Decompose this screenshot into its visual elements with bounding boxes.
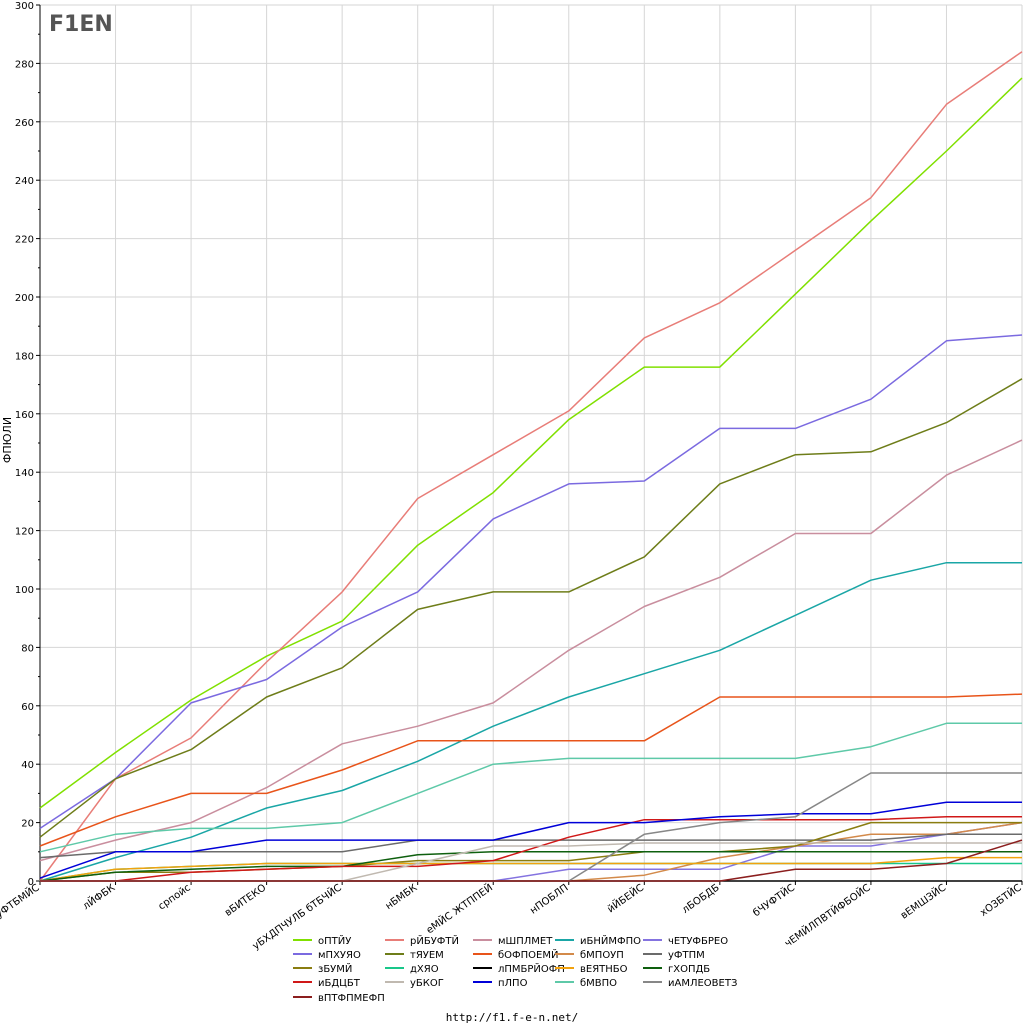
series-line: [39, 561, 1022, 882]
series-line: [39, 439, 1023, 862]
legend-label: уФТПМ: [668, 950, 705, 961]
series-line: [39, 722, 1022, 853]
legend-label: вЕЯТНБО: [580, 964, 628, 975]
series-line: [39, 693, 1023, 847]
legend-label: вПТФПМЕФП: [318, 993, 385, 1004]
f1en-logo: F1EN: [47, 8, 113, 37]
legend-label: иБДЦБТ: [318, 978, 361, 989]
y-tick-label: 160: [15, 410, 34, 421]
y-tick-label: 220: [15, 235, 34, 246]
y-tick-label: 100: [15, 585, 34, 596]
gridlines: [39, 4, 1023, 882]
legend-label: бМПОУП: [580, 950, 624, 961]
y-tick-label: 260: [15, 118, 34, 129]
y-tick-labels: 0 20 40 60 80 100 120 140 160 180 200 220 240 260 280 3…: [15, 1, 34, 888]
series-line: [40, 839, 1023, 882]
legend-label: тЯУЕМ: [410, 950, 444, 961]
y-tick-label: 300: [15, 1, 34, 12]
y-tick-label: 200: [15, 293, 34, 304]
y-tick-label: 20: [21, 819, 34, 830]
series-line: [39, 801, 1022, 879]
series-line: [39, 856, 1022, 882]
series-lines: [39, 51, 1023, 882]
legend-label: уБКОГ: [410, 978, 444, 989]
legend-label: мШПЛМЕТ: [498, 936, 553, 947]
legend-label: иАМЛЕОВЕТЗ: [668, 978, 737, 989]
legend-label: рЙБУФТЙ: [410, 934, 459, 947]
y-tick-label: 120: [15, 527, 34, 538]
legend-label: оПТЙУ: [318, 934, 351, 947]
y-axis-label: ФПЮЛИ: [1, 417, 14, 463]
legend-label: иБНЙМФПО: [580, 934, 641, 947]
y-tick-label: 60: [21, 702, 34, 713]
legend-label: лПМБРЙОФП: [498, 962, 565, 975]
footer-url[interactable]: http://f1.f-e-n.net/: [446, 1011, 578, 1024]
series-line: [39, 833, 1022, 859]
legend-label: бОФПОЕМЙ: [498, 948, 558, 961]
y-tick-label: 180: [15, 351, 34, 362]
logo-text: F1EN: [49, 12, 113, 37]
legend-label: чЕТУФБРЕО: [668, 936, 728, 947]
series-line: [39, 77, 1023, 809]
legend-label: гХОПДБ: [668, 964, 710, 975]
legend-label: пЛПО: [498, 978, 528, 989]
legend: оПТЙУ рЙБУФТЙ мШПЛМЕТ иБНЙМФПО чЕТУФБРЕО мПХУ…: [293, 934, 737, 1004]
legend-label: зБУМЙ: [318, 962, 352, 975]
y-tick-label: 140: [15, 468, 34, 479]
y-tick-label: 280: [15, 59, 34, 70]
legend-label: бМВПО: [580, 978, 617, 989]
series-line: [39, 51, 1023, 882]
series-line: [40, 816, 1022, 882]
y-tick-label: 40: [21, 760, 34, 771]
y-tick-label: 240: [15, 176, 34, 187]
legend-label: мПХУЯО: [318, 950, 361, 961]
series-line: [39, 378, 1023, 838]
y-tick-label: 80: [21, 643, 34, 654]
series-line: [39, 334, 1023, 830]
y-tick-label: 0: [28, 877, 34, 888]
series-line: [39, 851, 1022, 882]
legend-label: дХЯО: [410, 964, 439, 975]
